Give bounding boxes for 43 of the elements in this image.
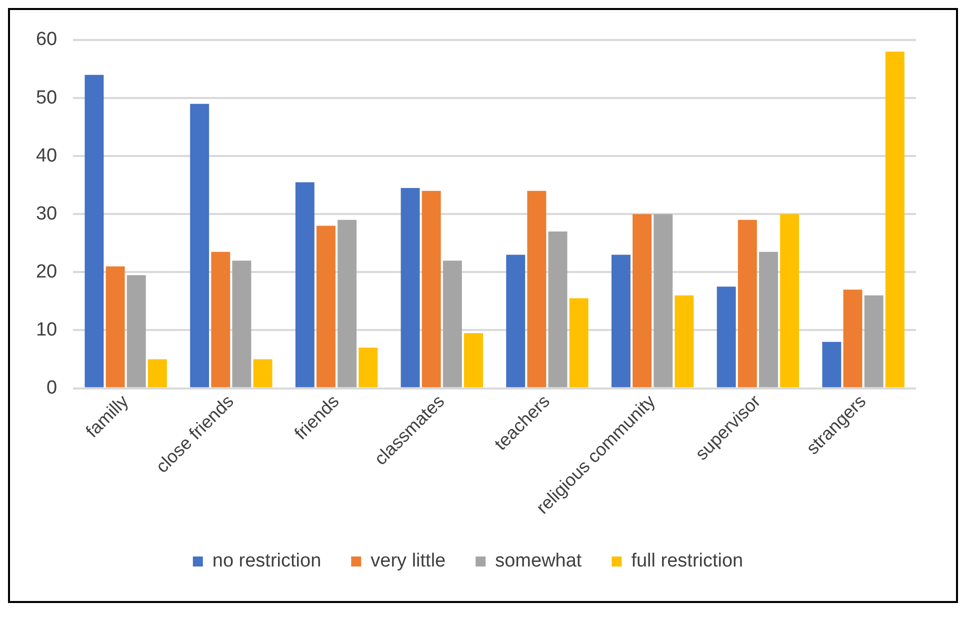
legend-label: no restriction [212,550,322,572]
bar [148,359,167,388]
y-tick-label: 60 [36,29,58,50]
bar [864,295,884,388]
y-tick-label: 50 [36,87,58,108]
bar [548,232,568,388]
y-tick-label: 20 [36,261,58,282]
bar [232,260,252,388]
bar [253,359,272,388]
bar [632,214,652,388]
bar [569,298,588,388]
y-tick-label: 0 [46,377,58,398]
bar [106,266,125,388]
legend-label: very little [370,550,446,572]
bar [654,214,673,388]
bar [885,52,904,388]
bar [506,254,526,388]
bar [716,286,736,388]
bar [738,220,757,388]
legend-label: somewhat [495,550,582,572]
y-tick-label: 10 [36,319,58,340]
y-tick-label: 30 [36,203,58,224]
bar [442,260,462,388]
bar [338,220,357,388]
bar [780,214,800,388]
bar [211,252,230,388]
y-tick-label: 40 [36,145,58,166]
bar [84,74,104,388]
bar [674,295,694,388]
bar [295,182,314,388]
bar [843,290,862,388]
bar [358,348,378,388]
legend-label: full restriction [631,550,744,572]
bar [822,342,842,388]
bar [190,104,210,388]
bar [400,188,420,388]
bar [126,275,146,388]
bar [464,333,483,388]
bar [759,252,778,388]
bar [316,226,336,388]
bar [527,190,546,388]
bar [422,190,441,388]
bar [612,254,630,388]
